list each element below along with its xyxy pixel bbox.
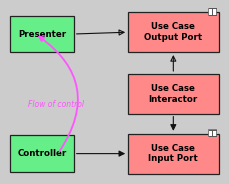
FancyBboxPatch shape — [128, 134, 218, 174]
Text: Flow of control: Flow of control — [28, 100, 84, 109]
FancyBboxPatch shape — [128, 74, 218, 114]
FancyArrowPatch shape — [39, 37, 78, 151]
FancyBboxPatch shape — [11, 16, 74, 52]
Text: Use Case
Input Port: Use Case Input Port — [148, 144, 198, 163]
FancyBboxPatch shape — [208, 8, 216, 15]
Text: Use Case
Interactor: Use Case Interactor — [149, 84, 198, 104]
FancyBboxPatch shape — [208, 129, 216, 136]
Text: Presenter: Presenter — [18, 29, 66, 38]
Text: Use Case
Output Port: Use Case Output Port — [144, 22, 202, 42]
Text: Controller: Controller — [17, 149, 67, 158]
FancyBboxPatch shape — [11, 135, 74, 172]
FancyBboxPatch shape — [128, 12, 218, 52]
